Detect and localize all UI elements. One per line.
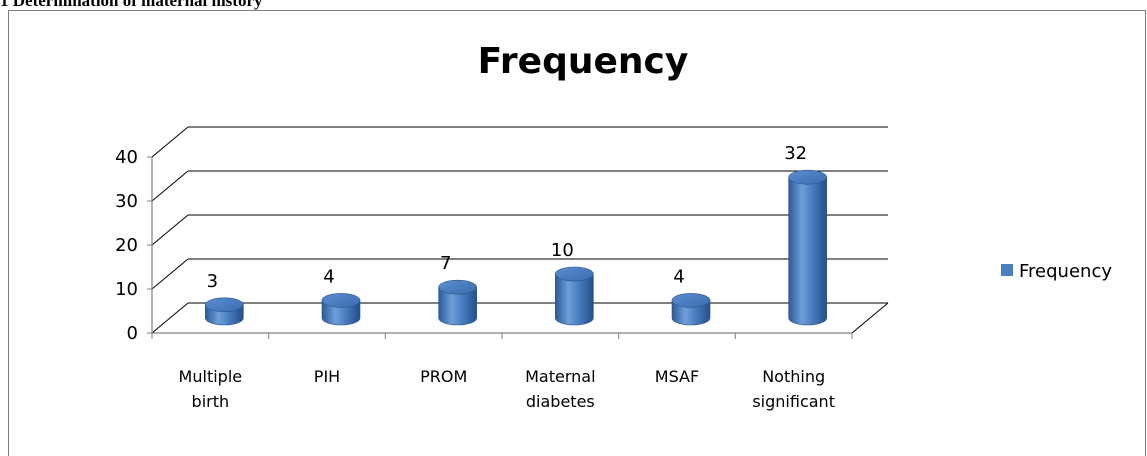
x-tick-label: PROM [420, 367, 467, 386]
gridline-side [151, 214, 189, 246]
x-tick-label: MSAF [655, 367, 699, 386]
x-tick-label: Maternal diabetes [525, 367, 595, 411]
gridline-side [151, 258, 189, 290]
bar-body [788, 176, 827, 326]
data-label: 4 [673, 266, 684, 287]
legend: Frequency [1001, 261, 1112, 282]
y-tick-label: 30 [115, 191, 138, 212]
bar: 7 [438, 253, 477, 326]
bar-body [555, 273, 594, 326]
bars: 3 4 7 10 4 32 [205, 143, 827, 326]
x-axis: Multiple birth PIH PROM Maternal diabetes MSAF… [151, 332, 853, 411]
bar-cap [788, 169, 827, 185]
y-tick-label: 10 [115, 279, 138, 300]
y-tick-label: 20 [115, 235, 138, 256]
legend-label: Frequency [1019, 261, 1112, 282]
floor-edge [851, 302, 889, 334]
data-label: 4 [323, 266, 334, 287]
bar: 3 [205, 271, 244, 326]
gridline-side [151, 302, 189, 334]
bar-cap [321, 293, 361, 308]
chart-title: Frequency [478, 41, 689, 82]
bar-cap [205, 297, 244, 313]
data-label: 7 [440, 253, 451, 274]
y-axis: 0 10 20 30 40 [115, 147, 153, 344]
legend-swatch [1001, 264, 1013, 276]
bar-cap [671, 293, 711, 308]
data-label: 10 [551, 240, 574, 261]
chart-frame [8, 10, 1146, 456]
x-tick-label: PIH [314, 367, 340, 386]
data-label: 3 [207, 271, 218, 292]
bar: 10 [551, 240, 594, 326]
x-tick-label: Nothing significant [752, 367, 835, 411]
bar-body [438, 286, 477, 326]
bar-cap [555, 266, 594, 282]
figure-caption: 1 Determination of maternal history [0, 0, 263, 10]
gridline-side [151, 126, 189, 158]
gridline-side [151, 170, 189, 202]
gridlines [151, 126, 889, 334]
y-tick-label: 0 [127, 323, 138, 344]
data-label: 32 [784, 143, 807, 164]
bar: 4 [321, 266, 361, 326]
y-tick-label: 40 [115, 147, 138, 168]
bar-cap [438, 279, 477, 295]
bar: 32 [784, 143, 827, 326]
bar: 4 [671, 266, 711, 326]
x-tick-label: Multiple birth [179, 367, 243, 411]
